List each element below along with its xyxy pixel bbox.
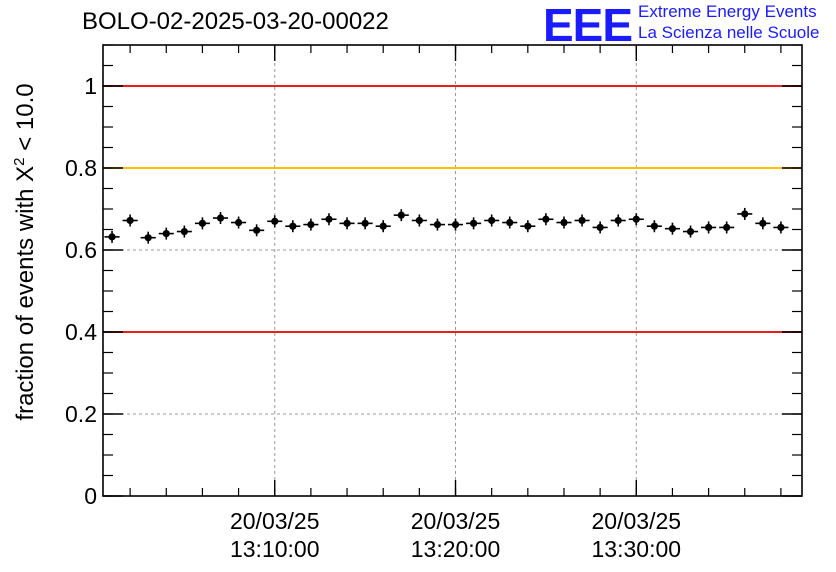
- y-tick-label: 0.4: [65, 319, 97, 345]
- data-point: [216, 214, 225, 222]
- data-point: [488, 216, 496, 225]
- data-point: [361, 219, 369, 227]
- data-point: [524, 222, 532, 230]
- data-point: [777, 223, 785, 232]
- data-point: [162, 230, 170, 238]
- logo-tagline-2: La Scienza nelle Scuole: [638, 23, 820, 42]
- data-point: [759, 219, 767, 227]
- eee-logo-mark: EEE: [543, 0, 633, 51]
- data-point: [741, 210, 749, 218]
- eee-logo: EEE Extreme Energy Events La Scienza nel…: [543, 0, 833, 51]
- y-tick-label: 0: [84, 483, 97, 509]
- data-point: [650, 222, 658, 230]
- x-tick-label-date: 20/03/25: [230, 508, 320, 534]
- data-point: [469, 219, 478, 227]
- data-point: [180, 227, 188, 236]
- data-point: [379, 222, 387, 230]
- data-point: [253, 226, 261, 234]
- data-point: [289, 222, 297, 230]
- data-point: [668, 225, 677, 233]
- data-point: [325, 215, 333, 223]
- plot-frame: [102, 44, 803, 497]
- axes: 00.20.40.60.8120/03/2513:10:0020/03/2513…: [65, 44, 802, 562]
- data-point: [126, 216, 134, 225]
- x-tick-label-time: 13:30:00: [592, 536, 682, 562]
- data-point: [451, 220, 460, 229]
- data-point: [632, 215, 640, 223]
- data-point: [542, 215, 550, 223]
- data-point: [108, 233, 116, 241]
- data-point: [397, 211, 405, 219]
- data-point: [560, 218, 568, 227]
- data-point: [614, 216, 622, 225]
- data-points: [104, 207, 789, 244]
- y-tick-label: 1: [84, 73, 97, 99]
- reference-lines: [103, 85, 802, 333]
- y-tick-label: 0.6: [65, 237, 97, 263]
- data-point: [723, 223, 731, 232]
- data-point: [271, 217, 279, 225]
- data-point: [198, 219, 207, 227]
- x-tick-label-date: 20/03/25: [411, 508, 501, 534]
- data-point: [415, 216, 423, 225]
- data-point: [307, 220, 315, 229]
- data-point: [686, 227, 695, 236]
- chart-title: BOLO-02-2025-03-20-00022: [82, 8, 389, 35]
- x-tick-label-time: 13:10:00: [230, 536, 320, 562]
- data-point: [234, 218, 243, 227]
- x-tick-label-time: 13:20:00: [411, 536, 501, 562]
- y-axis-label: fraction of events with X2 < 10.0: [11, 83, 39, 420]
- y-tick-label: 0.2: [65, 401, 97, 427]
- data-point: [343, 219, 351, 227]
- data-point: [506, 218, 514, 227]
- data-point: [578, 216, 586, 225]
- data-point: [704, 223, 713, 232]
- data-point: [596, 223, 604, 232]
- logo-tagline-1: Extreme Energy Events: [638, 2, 817, 21]
- y-tick-label: 0.8: [65, 155, 97, 181]
- data-point: [433, 220, 442, 229]
- grid-layer: [103, 45, 802, 496]
- data-point: [144, 234, 152, 242]
- x-tick-label-date: 20/03/25: [592, 508, 682, 534]
